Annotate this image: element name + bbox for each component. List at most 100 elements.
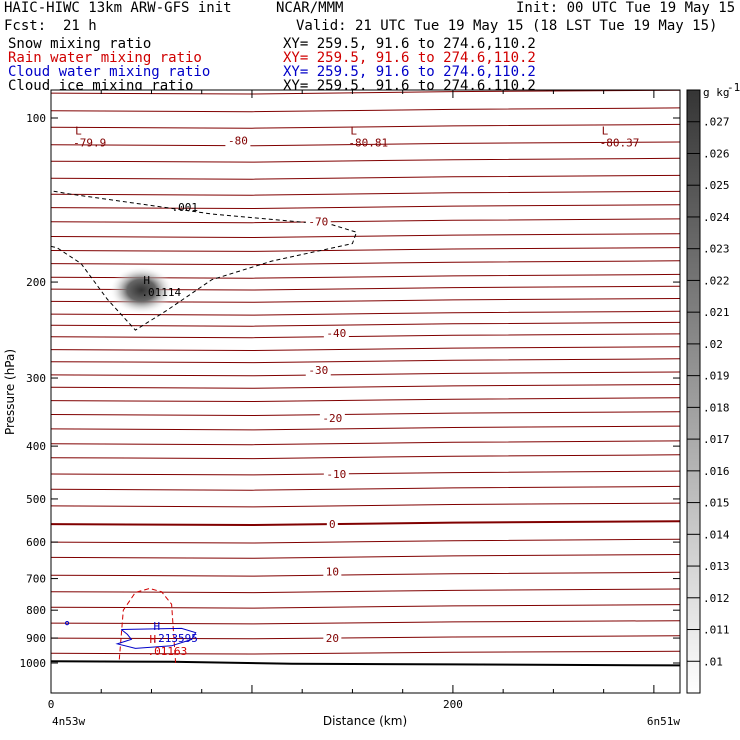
extremum-value-1: -80.81	[348, 136, 388, 149]
cloud-water-dot	[64, 621, 70, 626]
extremum-value-2: -80.37	[600, 136, 640, 149]
y-tick-label-1000: 1000	[20, 657, 47, 670]
isotherm-line-37	[51, 604, 680, 609]
isotherm-line-2	[51, 90, 680, 95]
isotherm-line-1	[51, 71, 680, 75]
isotherm-line-4	[51, 123, 680, 129]
colorbar-label-.025: .025	[703, 179, 730, 192]
colorbar-label-.01: .01	[703, 655, 723, 668]
extremum-marker-H-5: H	[149, 633, 156, 646]
isotherm-line-9	[51, 204, 680, 210]
field-xy-snow: XY= 259.5, 91.6 to 274.6,110.2	[283, 36, 536, 52]
extremum-value-0: -79.9	[73, 136, 106, 149]
isotherm-line-29	[51, 470, 680, 476]
y-axis-title: Pressure (hPa)	[3, 349, 17, 435]
org-label: NCAR/MMM	[276, 0, 344, 16]
field-xy-cloud-water: XY= 259.5, 91.6 to 274.6,110.2	[283, 64, 536, 80]
y-tick-label-400: 400	[26, 440, 46, 453]
isotherm-line-36	[51, 588, 680, 594]
isotherm-label-bg-4	[319, 411, 345, 424]
field-xy-cloud-ice: XY= 259.5, 91.6 to 274.6,110.2	[283, 78, 536, 90]
x-start-location: 4n53w	[52, 715, 85, 728]
colorbar-label-.015: .015	[703, 497, 730, 510]
isotherm-line-20	[51, 346, 680, 352]
isotherm-label--70: -70	[308, 216, 328, 229]
isotherm-label-10: 10	[326, 566, 339, 579]
isotherm-line-8	[51, 190, 680, 196]
y-tick-label-200: 200	[26, 276, 46, 289]
snow-contour-label: .001	[172, 201, 199, 214]
terrain-surface-line	[51, 660, 680, 667]
colorbar-gradient	[686, 89, 701, 694]
y-tick-label-600: 600	[26, 536, 46, 549]
isotherm-line-7	[51, 174, 680, 180]
valid-time: Valid: 21 UTC Tue 19 May 15 (18 LST Tue …	[296, 18, 718, 34]
isotherm-label-bg-7	[323, 565, 342, 578]
colorbar-label-.013: .013	[703, 560, 730, 573]
extremum-value-3: .01114	[141, 286, 181, 299]
colorbar-label-.012: .012	[703, 592, 730, 605]
colorbar-label-.024: .024	[703, 211, 730, 224]
colorbar-label-.02: .02	[703, 338, 723, 351]
isotherm-line-13	[51, 260, 680, 266]
colorbar-unit: g kg	[703, 86, 730, 99]
isotherm-line-11	[51, 233, 680, 239]
isotherm-label-bg-0	[225, 134, 251, 147]
isotherm-line-27	[51, 440, 680, 446]
isotherm-line-22	[51, 371, 680, 377]
x-tick-label-200: 200	[443, 698, 463, 711]
isotherm-line-17	[51, 310, 680, 316]
isotherm-label-bg-6	[326, 518, 338, 531]
extremum-value-4: .213595	[151, 632, 197, 645]
isotherm-line-23	[51, 384, 680, 389]
colorbar-label-.021: .021	[703, 306, 730, 319]
isotherm-line-3	[51, 107, 680, 113]
isotherm-line-40	[51, 650, 680, 655]
extremum-marker-L-2: L	[602, 124, 609, 137]
colorbar-label-.018: .018	[703, 401, 730, 414]
colorbar-label-.014: .014	[703, 528, 730, 541]
y-tick-label-300: 300	[26, 372, 46, 385]
x-end-location: 6n51w	[647, 715, 680, 728]
isotherm-line-21	[51, 358, 680, 364]
extremum-marker-H-4: H	[153, 620, 160, 633]
isotherm-label-bg-8	[323, 632, 342, 645]
y-tick-label-800: 800	[26, 604, 46, 617]
isotherm-line-24	[51, 397, 680, 403]
isotherm-label-bg-5	[323, 468, 349, 481]
colorbar-label-.026: .026	[703, 147, 730, 160]
isotherm-label-bg-2	[323, 326, 349, 339]
field-xy-rain: XY= 259.5, 91.6 to 274.6,110.2	[283, 50, 536, 66]
field-name-cloud-ice: Cloud ice mixing ratio	[8, 78, 194, 90]
init-time: Init: 00 UTC Tue 19 May 15	[516, 0, 736, 16]
extremum-marker-L-0: L	[75, 124, 82, 137]
colorbar-label-.011: .011	[703, 624, 730, 637]
isotherm-label--80: -80	[228, 135, 248, 148]
colorbar-label-.016: .016	[703, 465, 730, 478]
isotherm-line-31	[51, 502, 680, 508]
colorbar-label-.022: .022	[703, 274, 730, 287]
isotherm-line-26	[51, 425, 680, 431]
isotherm-line-38	[51, 620, 680, 625]
plot-frame	[50, 89, 681, 694]
isotherm-line-10	[51, 218, 680, 224]
isotherm-line-6	[51, 157, 680, 163]
forecast-hour: 21 h	[63, 18, 97, 34]
snow-contour-001	[51, 190, 358, 331]
isotherm-label-bg-1	[305, 215, 331, 228]
y-tick-label-100: 100	[26, 112, 46, 125]
y-tick-label-700: 700	[26, 573, 46, 586]
isotherm-label--40: -40	[326, 327, 346, 340]
isotherm-line-34	[51, 554, 680, 559]
isotherm-line-33	[51, 538, 680, 544]
isotherm-line-25	[51, 411, 680, 417]
field-name-rain: Rain water mixing ratio	[8, 50, 202, 66]
isotherm-label--30: -30	[308, 364, 328, 377]
isotherm-line-5	[51, 141, 680, 147]
field-name-snow: Snow mixing ratio	[8, 36, 152, 52]
isotherm-line-30	[51, 485, 680, 491]
isotherm-label-0: 0	[329, 518, 336, 531]
x-tick-label-0: 0	[48, 698, 55, 711]
isotherm-label--10: -10	[326, 468, 346, 481]
extremum-marker-L-1: L	[350, 124, 357, 137]
